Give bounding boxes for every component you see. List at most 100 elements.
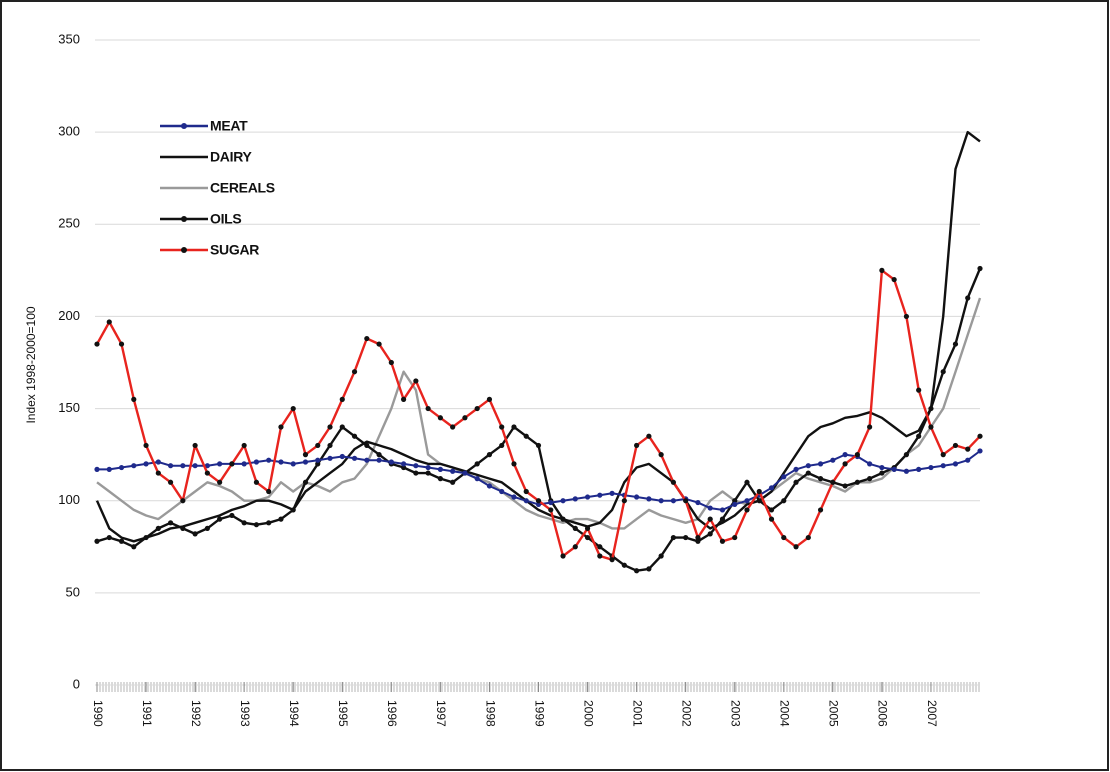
point [155,525,161,531]
point [315,457,321,463]
point [891,466,897,472]
point [511,494,517,500]
point [952,341,959,347]
point [499,488,505,495]
point [511,461,517,467]
point [327,455,333,461]
point [253,479,260,485]
point [609,490,615,496]
point [180,498,186,504]
y-tick-label: 50 [66,584,80,599]
x-tick-label: 1994 [287,700,301,727]
point [364,442,370,449]
point [560,516,566,522]
point [364,335,370,342]
point [131,463,137,469]
point [658,452,664,458]
point [597,544,603,550]
point [683,498,689,504]
x-tick-label: 1995 [336,700,350,727]
point [327,424,333,430]
point [302,452,309,458]
point [646,433,652,439]
point [707,505,713,511]
series-line [95,130,981,543]
point [634,442,640,449]
point [474,476,480,482]
x-tick-label: 2002 [679,700,693,727]
point [290,507,296,513]
point [253,522,260,528]
point [192,442,198,449]
point [106,319,112,325]
point [241,461,247,467]
point [768,516,775,522]
point [241,442,247,449]
point [167,479,174,485]
point [634,494,640,500]
point [744,479,750,485]
lines [94,130,983,574]
point [364,457,370,463]
point [339,424,345,430]
point [474,405,480,412]
x-tick-label: 1996 [385,700,399,727]
point [867,461,873,467]
point [781,474,787,480]
point [400,396,407,402]
point [143,461,149,467]
point [118,341,125,347]
point [658,498,664,504]
x-tick-label: 2000 [581,700,595,727]
point [916,466,922,472]
point [793,544,799,550]
y-tick-label: 200 [58,308,80,323]
point [462,415,468,421]
point [768,485,775,491]
point [400,464,407,471]
point [916,433,922,439]
point [597,492,603,498]
point [229,461,235,467]
point [781,534,787,541]
point [351,455,358,461]
point [437,476,443,482]
point [817,507,824,513]
point [965,295,971,301]
point [499,424,505,430]
point [450,424,456,430]
point [523,488,529,495]
point [106,466,112,472]
point [94,466,100,472]
point [879,267,885,273]
point [658,553,664,559]
point [903,452,910,458]
point [523,498,529,504]
point [867,476,873,482]
point [707,531,713,537]
point [217,479,223,485]
point [867,424,873,430]
point [204,470,210,476]
point [388,359,394,366]
point [450,479,456,485]
point [351,369,358,375]
point [977,448,983,454]
legend: MEAT DAIRY CEREALS OILS SUGAR [160,118,275,258]
point [253,459,260,465]
point [106,534,112,541]
point [486,396,493,402]
y-tick-label: 250 [58,216,80,231]
x-tick-label: 1990 [91,700,105,727]
point [805,534,811,541]
point [621,498,627,504]
point [609,557,615,563]
point [180,463,186,469]
point [217,516,223,522]
point [854,479,860,485]
point [695,534,701,541]
point [143,442,149,449]
y-tick-label: 350 [58,31,80,46]
point [217,461,223,467]
